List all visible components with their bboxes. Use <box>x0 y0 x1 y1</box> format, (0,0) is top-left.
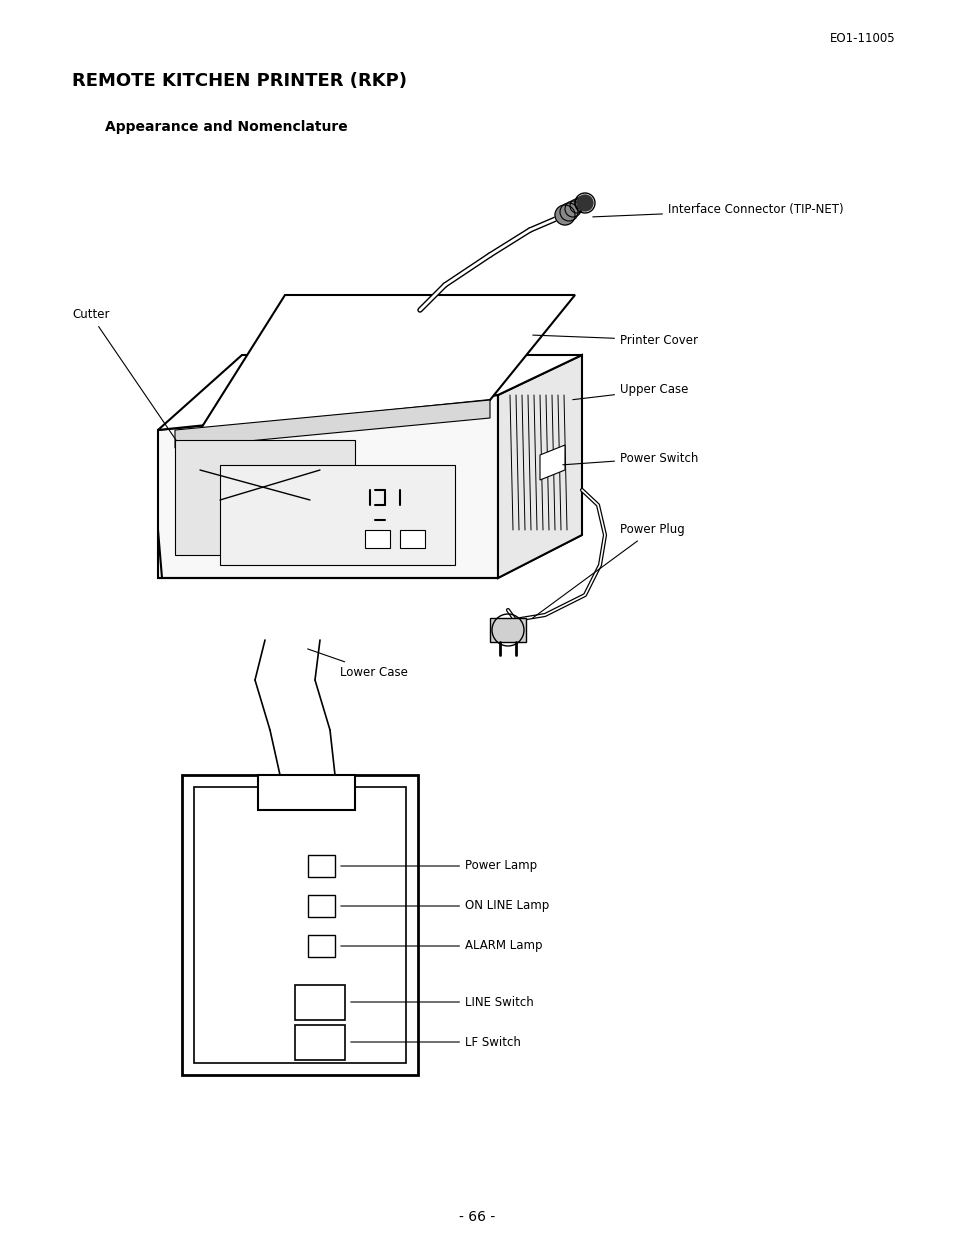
Polygon shape <box>158 356 581 430</box>
Circle shape <box>555 204 575 225</box>
Text: REMOTE KITCHEN PRINTER (RKP): REMOTE KITCHEN PRINTER (RKP) <box>71 72 407 90</box>
Polygon shape <box>497 356 581 579</box>
Polygon shape <box>174 440 355 555</box>
Circle shape <box>564 201 580 217</box>
Text: Power Switch: Power Switch <box>562 451 698 465</box>
Text: ON LINE Lamp: ON LINE Lamp <box>340 900 549 912</box>
Circle shape <box>569 199 583 213</box>
Polygon shape <box>220 465 455 565</box>
Polygon shape <box>539 445 564 479</box>
Text: Interface Connector (TIP-NET): Interface Connector (TIP-NET) <box>592 203 842 217</box>
Polygon shape <box>257 776 355 810</box>
Text: Cutter: Cutter <box>71 309 176 441</box>
Polygon shape <box>294 985 345 1020</box>
Polygon shape <box>200 295 575 430</box>
Text: LF Switch: LF Switch <box>351 1036 520 1048</box>
Text: Power Plug: Power Plug <box>532 524 684 618</box>
Text: POWER: POWER <box>214 860 261 872</box>
Text: LINE Switch: LINE Switch <box>351 995 533 1009</box>
Polygon shape <box>193 787 406 1063</box>
Text: ALARM: ALARM <box>210 939 253 953</box>
Polygon shape <box>308 855 335 877</box>
Circle shape <box>577 195 593 211</box>
Circle shape <box>559 203 578 221</box>
Polygon shape <box>294 1025 345 1061</box>
Polygon shape <box>308 935 335 957</box>
Text: - 66 -: - 66 - <box>458 1211 495 1224</box>
Polygon shape <box>490 618 525 642</box>
Text: Power Lamp: Power Lamp <box>340 860 537 872</box>
Text: ON LINE: ON LINE <box>205 900 255 912</box>
Text: Upper Case: Upper Case <box>572 384 688 400</box>
Text: EO1-11005: EO1-11005 <box>829 32 895 45</box>
Text: Lower Case: Lower Case <box>307 649 408 679</box>
Text: ALARM Lamp: ALARM Lamp <box>340 939 542 953</box>
Polygon shape <box>182 776 417 1075</box>
Text: Printer Cover: Printer Cover <box>532 333 698 347</box>
Polygon shape <box>308 895 335 917</box>
Polygon shape <box>399 530 424 548</box>
Text: Appearance and Nomenclature: Appearance and Nomenclature <box>105 120 348 134</box>
Circle shape <box>575 197 586 209</box>
Text: LINE: LINE <box>214 995 243 1009</box>
Polygon shape <box>158 535 581 579</box>
Text: LF: LF <box>214 1036 229 1048</box>
Polygon shape <box>158 395 497 579</box>
Polygon shape <box>174 400 490 449</box>
Polygon shape <box>365 530 390 548</box>
